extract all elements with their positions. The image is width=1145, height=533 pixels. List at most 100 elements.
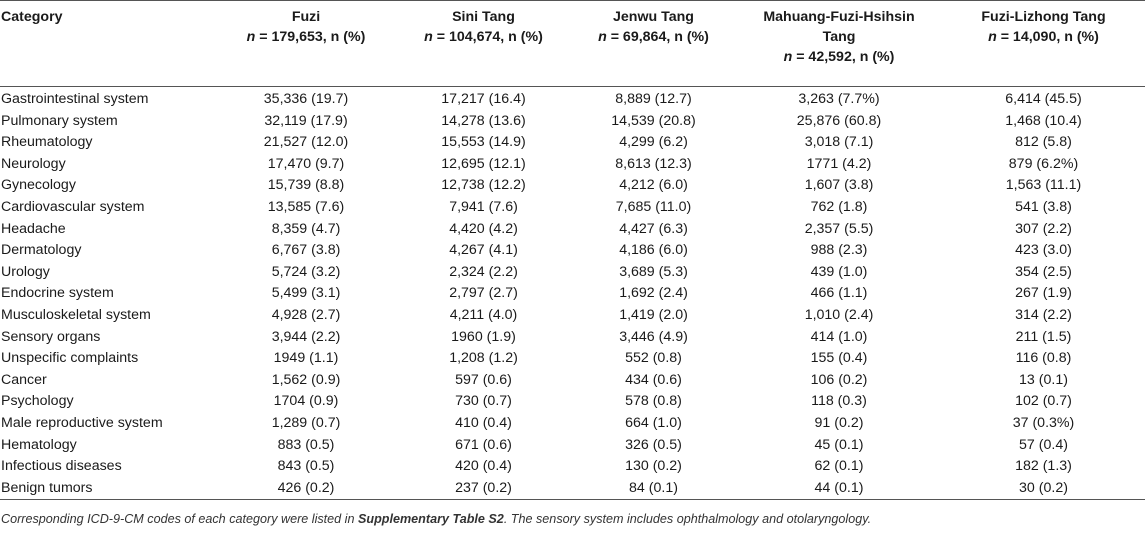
cell-value: 12,738 (12.2) <box>441 177 526 194</box>
cell-value: 1704 (0.9) <box>273 393 339 410</box>
cell-value: 1,468 (10.4) <box>1005 112 1082 129</box>
cell-category: Rheumatology <box>1 134 93 151</box>
table-row: Gynecology 15,739 (8.8) 12,738 (12.2) 4,212… <box>0 175 1145 197</box>
cell-value: 84 (0.1) <box>629 479 678 496</box>
cell-value: 1,692 (2.4) <box>619 285 688 302</box>
table-row: Neurology 17,470 (9.7) 12,695 (12.1) 8,613 … <box>0 154 1145 176</box>
cell-value: 1960 (1.9) <box>451 328 516 345</box>
cell-value: 6,414 (45.5) <box>1005 91 1082 107</box>
cell-value: 4,420 (4.2) <box>449 220 518 237</box>
cell-value: 62 (0.1) <box>814 458 864 475</box>
cell-value: 578 (0.8) <box>625 393 682 410</box>
cell-value: 354 (2.5) <box>1015 263 1072 280</box>
cell-value: 130 (0.2) <box>625 458 682 475</box>
cell-value: 4,212 (6.0) <box>619 177 688 194</box>
cell-value: 883 (0.5) <box>277 436 335 453</box>
table-row: Dermatology 6,767 (3.8) 4,267 (4.1) 4,186 (… <box>0 240 1145 262</box>
cell-value: 541 (3.8) <box>1015 198 1072 215</box>
cell-category: Cancer <box>1 371 47 388</box>
cell-value: 8,613 (12.3) <box>615 155 692 172</box>
cell-category: Musculoskeletal system <box>1 306 151 323</box>
header-col-fuzi: Fuzi n = 179,653, n (%) <box>216 1 396 87</box>
cell-value: 439 (1.0) <box>810 263 868 280</box>
cell-value: 17,470 (9.7) <box>267 155 345 172</box>
cell-value: 4,928 (2.7) <box>271 306 341 323</box>
table-row: Sensory organs 3,944 (2.2) 1960 (1.9) 3,446… <box>0 327 1145 349</box>
cell-category: Urology <box>1 263 50 280</box>
cell-value: 14,278 (13.6) <box>441 112 526 129</box>
cell-value: 102 (0.7) <box>1015 393 1072 410</box>
cell-category: Male reproductive system <box>1 414 163 431</box>
cell-value: 37 (0.3%) <box>1012 414 1075 431</box>
table-row: Hematology 883 (0.5) 671 (0.6) 326 (0.5) 45 … <box>0 435 1145 457</box>
cell-value: 812 (5.8) <box>1015 134 1072 151</box>
cell-value: 30 (0.2) <box>1019 479 1068 496</box>
cell-value: 423 (3.0) <box>1015 242 1072 259</box>
cell-value: 116 (0.8) <box>1015 350 1072 367</box>
cell-value: 730 (0.7) <box>455 393 512 410</box>
cell-value: 57 (0.4) <box>1019 436 1068 453</box>
header-col-n: n = 42,592, n (%) <box>783 49 895 65</box>
cell-value: 420 (0.4) <box>455 458 512 475</box>
header-row: Category Fuzi n = 179,653, n (%) Sini Ta… <box>0 0 1145 87</box>
cell-value: 434 (0.6) <box>625 371 682 388</box>
table-row: Endocrine system 5,499 (3.1) 2,797 (2.7) 1,… <box>0 283 1145 305</box>
cell-value: 25,876 (60.8) <box>796 112 882 129</box>
table-row: Musculoskeletal system 4,928 (2.7) 4,211 (… <box>0 305 1145 327</box>
cell-category: Psychology <box>1 393 74 410</box>
header-col-n: n = 69,864, n (%) <box>598 29 709 45</box>
cell-value: 211 (1.5) <box>1015 328 1072 345</box>
data-table: Category Fuzi n = 179,653, n (%) Sini Ta… <box>0 0 1145 500</box>
table-row: Male reproductive system 1,289 (0.7) 410 (… <box>0 413 1145 435</box>
cell-value: 4,186 (6.0) <box>619 242 688 259</box>
header-col-name: Jenwu Tang <box>613 9 694 25</box>
table-row: Cancer 1,562 (0.9) 597 (0.6) 434 (0.6) 106 (… <box>0 370 1145 392</box>
cell-value: 4,299 (6.2) <box>619 134 688 151</box>
cell-value: 14,539 (20.8) <box>611 112 696 129</box>
table-row: Urology 5,724 (3.2) 2,324 (2.2) 3,689 (5.3)… <box>0 262 1145 284</box>
cell-value: 988 (2.3) <box>810 242 868 259</box>
cell-category: Dermatology <box>1 242 82 259</box>
header-col-mahuang-fuzi-hsihsin-tang: Mahuang-Fuzi-Hsihsin Tang n = 42,592, n … <box>736 1 942 87</box>
cell-value: 3,446 (4.9) <box>619 328 688 345</box>
cell-value: 91 (0.2) <box>814 414 864 431</box>
cell-value: 1,563 (11.1) <box>1005 177 1082 194</box>
header-col-n: n = 14,090, n (%) <box>988 29 1099 45</box>
cell-value: 106 (0.2) <box>810 371 868 388</box>
cell-value: 466 (1.1) <box>810 285 868 302</box>
cell-value: 1949 (1.1) <box>273 350 339 367</box>
header-col-n: n = 179,653, n (%) <box>246 29 366 45</box>
cell-category: Hematology <box>1 436 77 453</box>
cell-value: 5,499 (3.1) <box>271 285 341 302</box>
cell-value: 6,767 (3.8) <box>271 242 341 259</box>
cell-value: 326 (0.5) <box>625 436 682 453</box>
cell-value: 2,797 (2.7) <box>449 285 518 302</box>
cell-value: 671 (0.6) <box>455 436 512 453</box>
cell-value: 8,359 (4.7) <box>271 220 341 237</box>
cell-value: 13 (0.1) <box>1019 371 1068 388</box>
table-footnote: Corresponding ICD-9-CM codes of each cat… <box>1 512 872 526</box>
header-col-n: n = 104,674, n (%) <box>424 29 543 45</box>
header-category: Category <box>1 9 63 25</box>
cell-category: Cardiovascular system <box>1 198 145 215</box>
cell-value: 8,889 (12.7) <box>615 91 692 107</box>
cell-value: 237 (0.2) <box>455 479 512 496</box>
table-row: Pulmonary system 32,119 (17.9) 14,278 (13.… <box>0 111 1145 133</box>
cell-value: 32,119 (17.9) <box>264 112 348 129</box>
cell-value: 267 (1.9) <box>1015 285 1072 302</box>
cell-value: 2,357 (5.5) <box>804 220 874 237</box>
cell-value: 1,607 (3.8) <box>804 177 874 194</box>
cell-value: 5,724 (3.2) <box>271 263 341 280</box>
header-col-name: Mahuang-Fuzi-Hsihsin Tang <box>763 9 915 45</box>
cell-value: 1,289 (0.7) <box>271 414 341 431</box>
cell-value: 3,018 (7.1) <box>804 134 874 151</box>
cell-value: 35,336 (19.7) <box>263 91 349 107</box>
cell-value: 4,211 (4.0) <box>449 306 518 323</box>
table-row: Cardiovascular system 13,585 (7.6) 7,941 (… <box>0 197 1145 219</box>
cell-value: 2,324 (2.2) <box>449 263 518 280</box>
table-row: Headache 8,359 (4.7) 4,420 (4.2) 4,427 (6.3… <box>0 219 1145 241</box>
cell-category: Sensory organs <box>1 328 101 345</box>
cell-value: 44 (0.1) <box>814 479 864 496</box>
cell-value: 307 (2.2) <box>1015 220 1072 237</box>
